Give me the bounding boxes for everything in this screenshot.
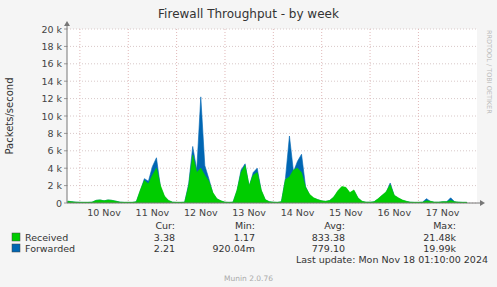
legend-column-header: Min: (235, 220, 255, 231)
y-tick-label: 0 (56, 198, 62, 209)
y-tick-label: 12 k (41, 93, 62, 104)
legend-label: Received (25, 232, 68, 243)
y-tick-label: 16 k (41, 58, 62, 69)
grid-line (176, 29, 177, 203)
plot-area (67, 29, 477, 203)
y-axis-label: Packets/second (4, 78, 15, 155)
x-tick-label: 13 Nov (232, 207, 266, 218)
y-tick-label: 4 k (47, 163, 62, 174)
x-axis-arrow (480, 200, 485, 206)
legend-stat: 1.17 (234, 232, 255, 243)
legend-stat: 779.10 (312, 243, 345, 254)
series-group (68, 97, 467, 203)
chart: Firewall Throughput - by week Packets/sec… (0, 0, 497, 287)
legend-label: Forwarded (25, 243, 75, 254)
x-tick-label: 16 Nov (377, 207, 411, 218)
grid-line (67, 63, 477, 64)
legend-column-header: Max: (433, 220, 456, 231)
legend-stat: 920.04m (213, 243, 256, 254)
y-tick-label: 6 k (47, 145, 62, 156)
software-credit: Munin 2.0.76 (224, 274, 273, 283)
legend-swatch (12, 233, 20, 241)
y-axis (67, 25, 68, 203)
series-area (68, 155, 467, 203)
x-tick-label: 12 Nov (184, 207, 218, 218)
title: Firewall Throughput - by week (158, 7, 339, 21)
last-update: Last update: Mon Nov 18 01:10:00 2024 (296, 254, 488, 265)
grid-line (128, 29, 129, 203)
grid-line (321, 29, 322, 203)
x-tick-label: 14 Nov (281, 207, 315, 218)
legend-stat: 21.48k (423, 232, 456, 243)
y-tick-label: 2 k (47, 180, 62, 191)
grid-line (79, 29, 80, 203)
grid-line (67, 46, 477, 47)
y-tick-label: 8 k (47, 128, 62, 139)
x-tick-label: 15 Nov (329, 207, 363, 218)
y-tick-label: 14 k (41, 76, 62, 87)
legend-stat: 3.38 (154, 232, 175, 243)
legend-stat: 19.99k (423, 243, 456, 254)
grid-line (418, 29, 419, 203)
x-tick-label: 11 Nov (136, 207, 170, 218)
y-tick-label: 20 k (41, 24, 62, 35)
legend-column-header: Cur: (155, 220, 175, 231)
y-tick-label: 10 k (41, 111, 62, 122)
x-tick-label: 10 Nov (87, 207, 121, 218)
y-axis-arrow (64, 21, 70, 26)
grid-line (67, 133, 477, 134)
grid-line (224, 29, 225, 203)
x-tick-label: 17 Nov (426, 207, 460, 218)
grid-line (370, 29, 371, 203)
legend-column-header: Avg: (324, 220, 345, 231)
watermark: RRDTOOL / TOBI OETIKER (485, 30, 493, 114)
grid-line (273, 29, 274, 203)
background (0, 0, 497, 287)
series-area (68, 97, 467, 203)
legend-swatch (12, 244, 20, 252)
x-axis (67, 203, 481, 204)
legend-stat: 2.21 (154, 243, 175, 254)
legend-stat: 833.38 (312, 232, 345, 243)
y-tick-label: 18 k (41, 41, 62, 52)
grid-line (67, 150, 477, 151)
